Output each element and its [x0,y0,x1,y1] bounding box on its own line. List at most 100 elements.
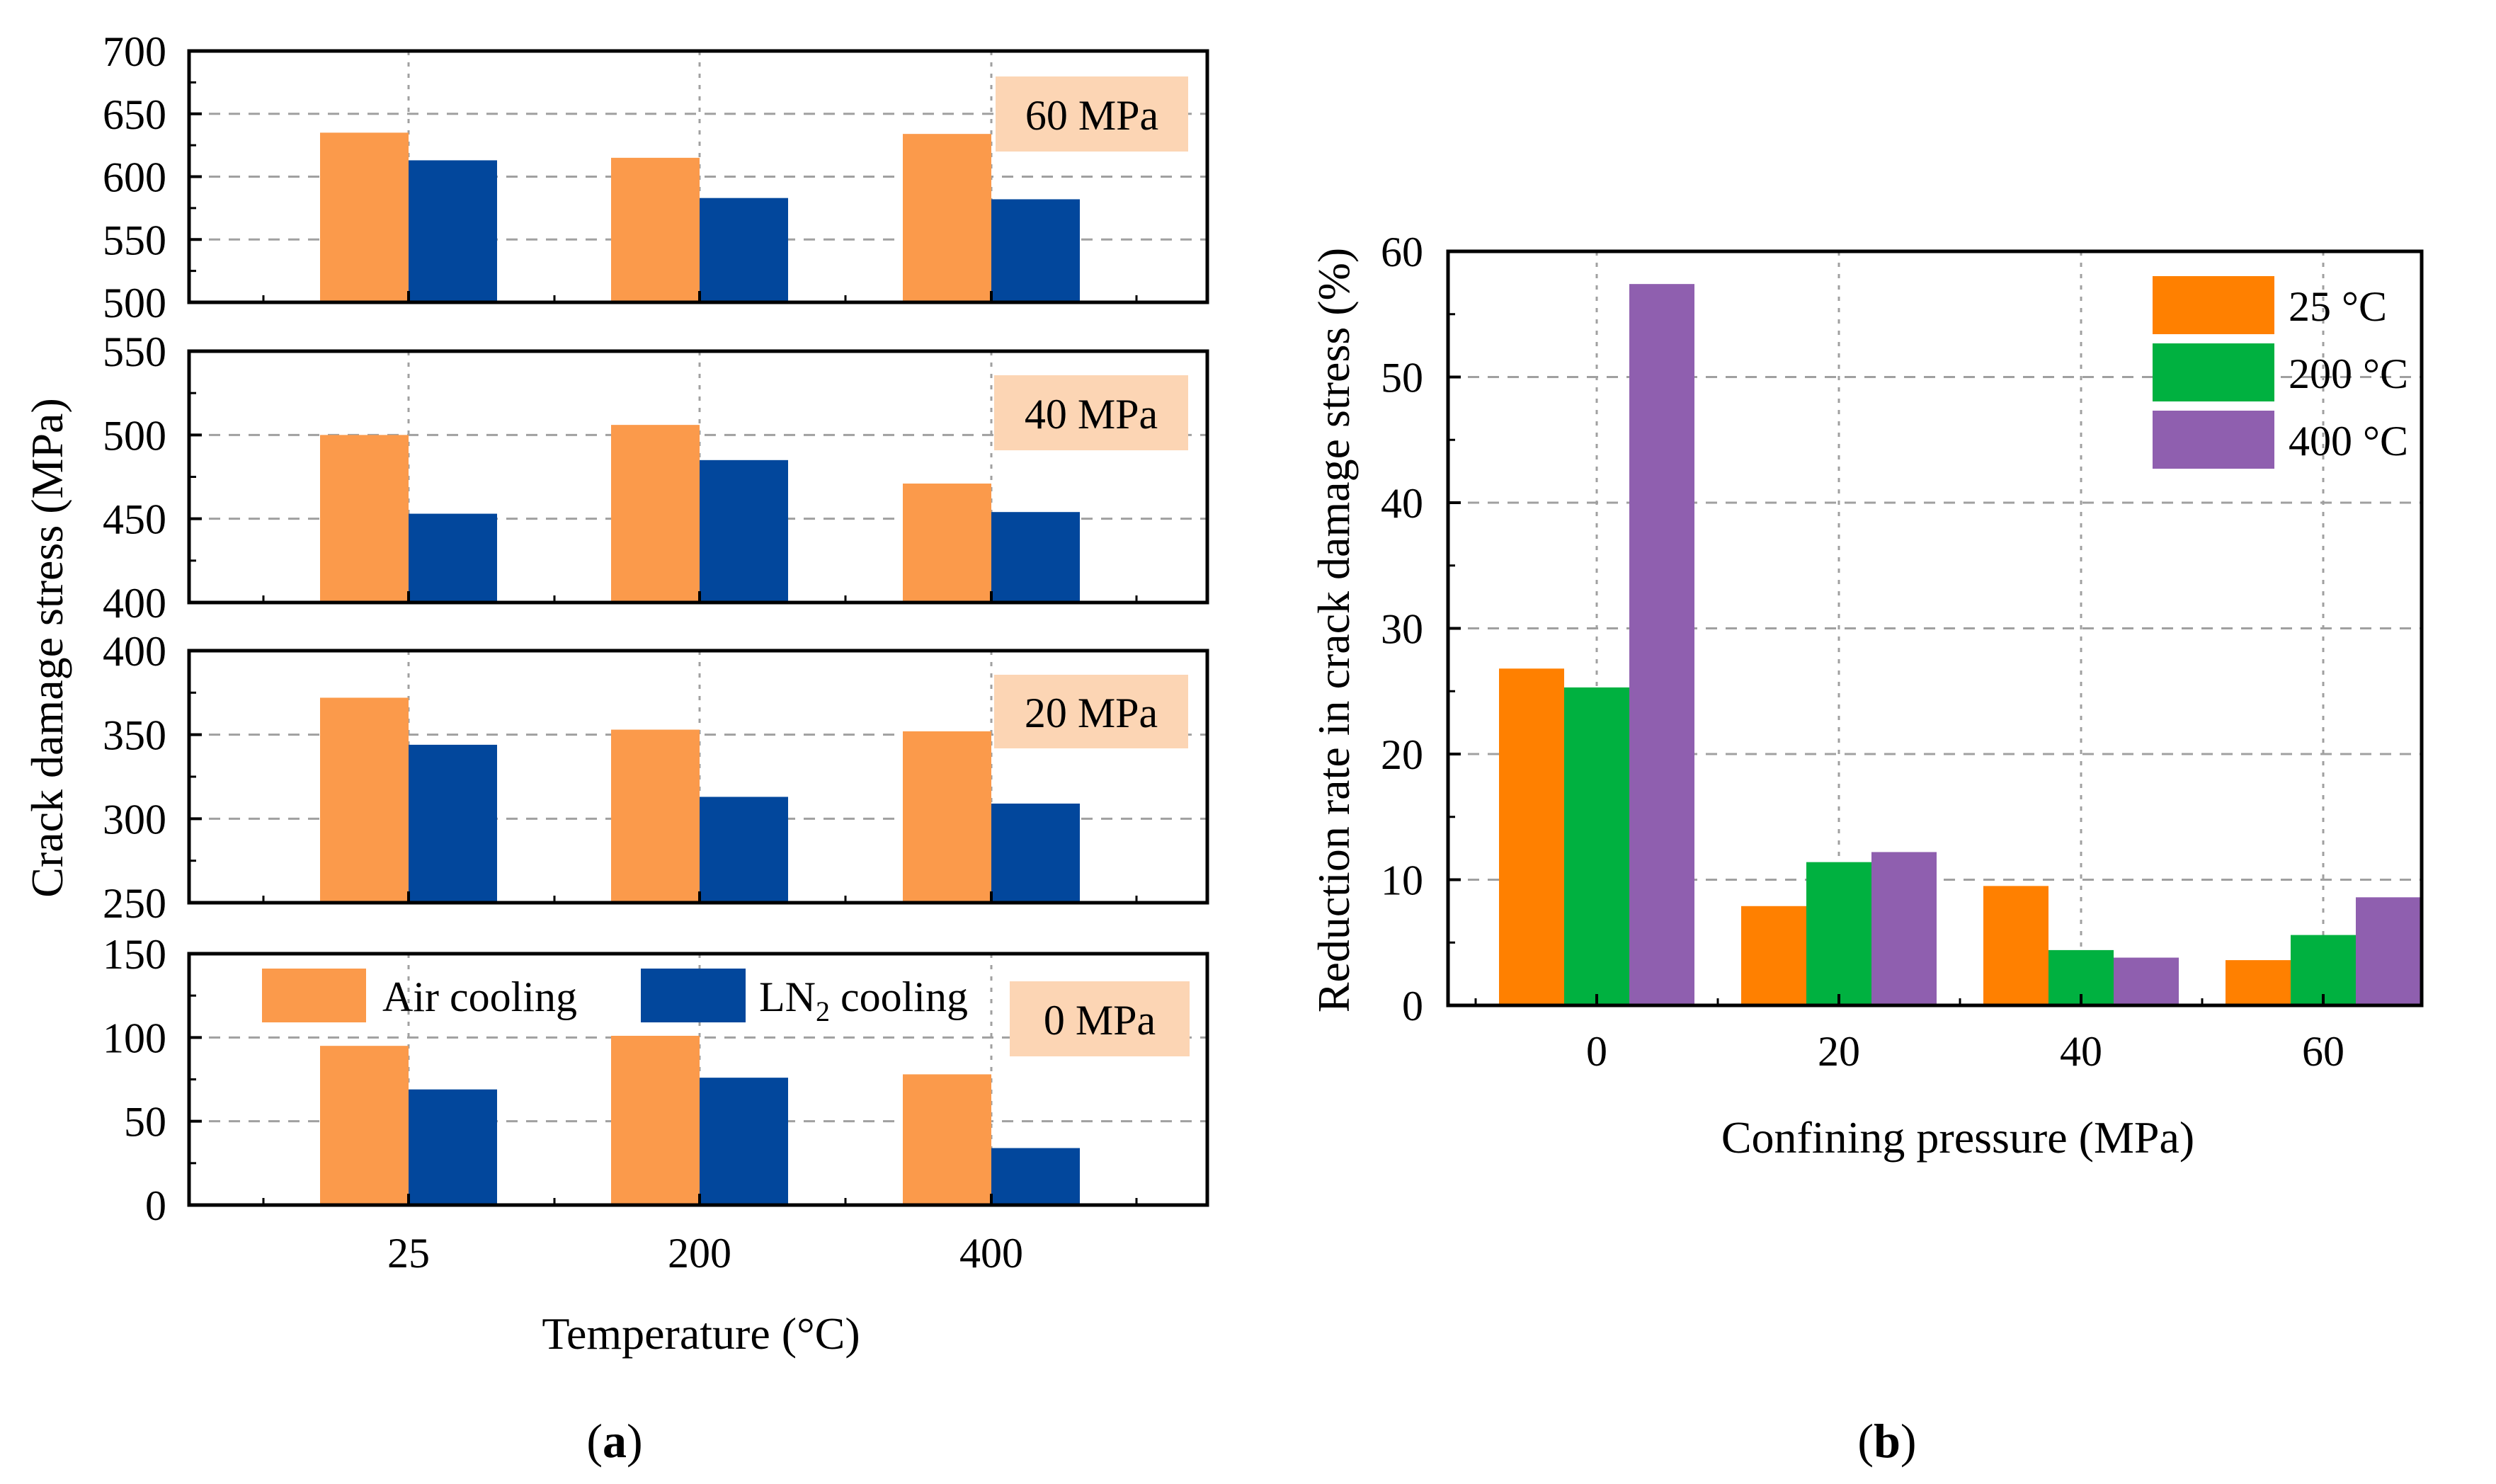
x-tick-label: 25 [387,1230,430,1277]
bar-c25 [1741,906,1806,1005]
bar-ln2 [700,1078,788,1205]
bar-c25 [2226,960,2291,1005]
legend-ln2-label: LN2 cooling [759,974,968,1027]
chart-a-ylabel: Crack damage stress (MPa) [22,398,72,898]
legend-label-c200: 200 °C [2289,350,2408,397]
bar-air [320,435,409,603]
bar-ln2 [991,199,1080,302]
y-tick-label: 550 [103,217,166,263]
bar-air [611,425,700,603]
y-tick-label: 0 [145,1182,166,1229]
bar-air [903,731,991,903]
chart-b-ylabel: Reduction rate in crack damage stress (%… [1309,248,1359,1012]
pressure-tag-bg [996,76,1188,152]
y-tick-label: 10 [1381,857,1423,904]
chart-a-panel: 400 450 500 550 40 MPa [103,329,1209,627]
bar-c400 [2356,897,2421,1005]
y-tick-label: 0 [1402,983,1423,1029]
bar-ln2 [991,1148,1080,1205]
y-tick-label: 650 [103,91,166,138]
y-tick-label: 450 [103,496,166,543]
legend-ln2-prefix: LN [759,974,816,1020]
caption-a: (a) [586,1414,642,1468]
y-tick-label: 500 [103,412,166,459]
bar-air [903,134,991,302]
x-tick-label: 40 [2060,1028,2102,1075]
legend-swatch-c25 [2153,276,2274,334]
x-tick-label: 0 [1586,1028,1607,1075]
bar-ln2 [409,744,497,903]
y-tick-label: 300 [103,796,166,843]
pressure-tag-label: 0 MPa [1044,997,1156,1044]
pressure-tag-bg [994,375,1188,450]
y-tick-label: 40 [1381,480,1423,527]
bar-ln2 [700,460,788,603]
bar-c400 [2114,957,2179,1005]
bar-air [320,132,409,302]
bar-air [903,483,991,603]
y-tick-label: 20 [1381,731,1423,778]
x-tick-label: 200 [668,1230,731,1277]
legend-ln2-suffix: cooling [830,974,968,1020]
bar-air [320,697,409,903]
bar-ln2 [700,198,788,302]
legend-ln2-swatch [641,969,746,1022]
bar-c200 [2291,935,2356,1005]
y-tick-label: 50 [1381,355,1423,401]
bar-c400 [1871,852,1937,1005]
bar-air [903,1074,991,1205]
bar-c200 [1564,687,1629,1005]
legend-ln2-subscript: 2 [816,995,830,1027]
legend-label-c25: 25 °C [2289,283,2387,330]
chart-b-legend: 25 °C 200 °C 400 °C [2153,276,2408,469]
pressure-tag-label: 20 MPa [1025,690,1158,736]
chart-b: 0 10 20 30 40 50 60 0 20 40 60 [1381,229,2424,1075]
y-tick-label: 550 [103,329,166,375]
bar-air [611,729,700,903]
legend-label-c400: 400 °C [2289,418,2408,464]
pressure-tag-bg [1010,981,1190,1056]
bar-ln2 [991,512,1080,603]
chart-a-legend: Air cooling LN2 cooling [262,969,968,1027]
y-tick-label: 400 [103,580,166,627]
y-tick-label: 150 [103,931,166,978]
chart-b-xlabel: Confining pressure (MPa) [1721,1112,2194,1163]
chart-a-xlabel: Temperature (°C) [542,1308,860,1359]
pressure-tag-label: 60 MPa [1025,92,1158,139]
legend-air-label: Air cooling [382,974,577,1020]
bar-ln2 [700,797,788,903]
y-tick-label: 600 [103,154,166,201]
bar-air [611,1035,700,1205]
y-tick-label: 400 [103,628,166,675]
chart-a-panel: 500 550 600 650 700 60 MPa [103,28,1209,326]
caption-b-letter: b [1874,1414,1901,1468]
legend-swatch-c200 [2153,343,2274,401]
bar-c400 [1629,284,1694,1005]
caption-b: (b) [1857,1414,1916,1468]
legend-air-swatch [262,969,366,1022]
pressure-tag-bg [994,675,1188,748]
y-tick-label: 30 [1381,606,1423,653]
y-tick-label: 100 [103,1015,166,1061]
bar-ln2 [409,160,497,302]
bar-ln2 [409,1089,497,1205]
bar-air [611,157,700,302]
bar-air [320,1046,409,1205]
chart-a-panel: 250 300 350 400 20 MPa [103,628,1209,927]
x-tick-label: 20 [1818,1028,1860,1075]
bar-c25 [1499,668,1564,1005]
x-tick-label: 60 [2302,1028,2344,1075]
pressure-tag-label: 40 MPa [1025,391,1158,438]
chart-a-panel: 0 50 100 150 0 MPa [103,931,1209,1229]
x-tick-label: 400 [959,1230,1023,1277]
y-tick-label: 250 [103,880,166,927]
y-tick-label: 50 [124,1099,166,1146]
y-tick-label: 700 [103,28,166,75]
bar-c25 [1983,886,2048,1005]
bar-ln2 [991,803,1080,903]
y-tick-label: 60 [1381,229,1423,275]
bar-ln2 [409,513,497,603]
bar-c200 [1806,862,1871,1005]
caption-a-letter: a [603,1414,627,1468]
